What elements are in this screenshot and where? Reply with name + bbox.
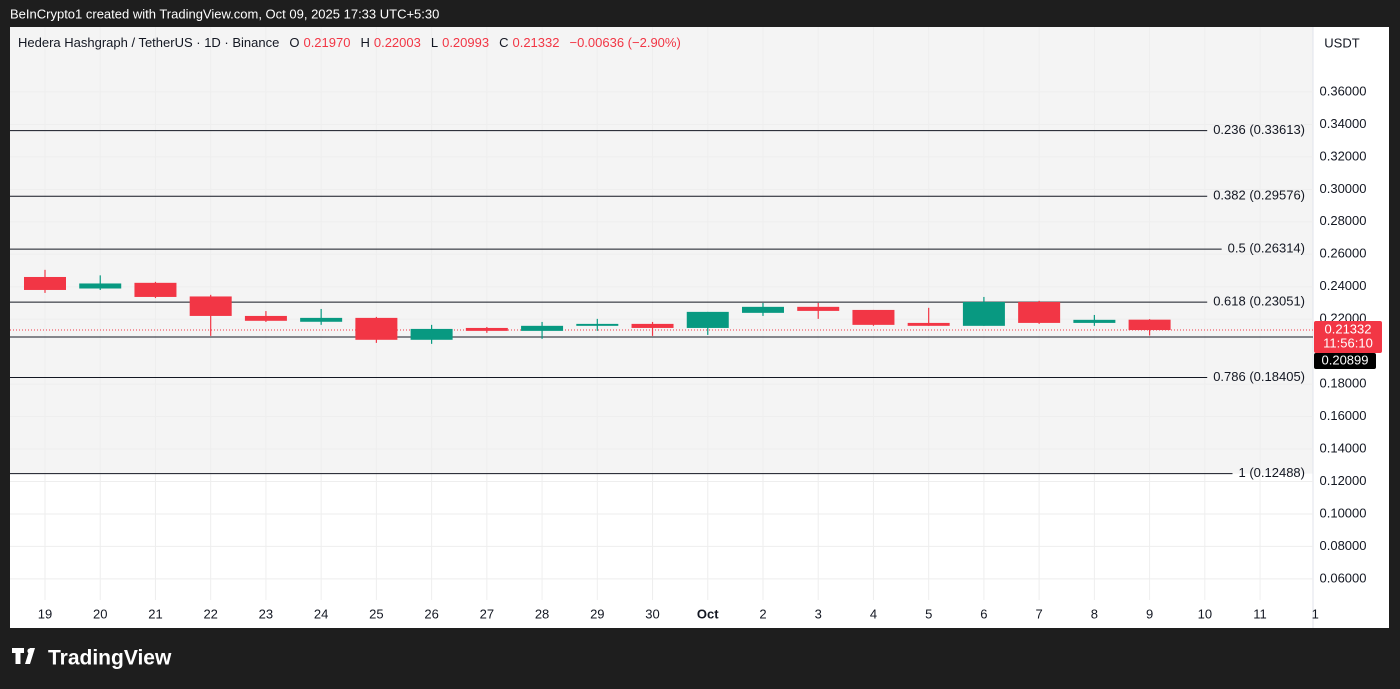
y-tick-label: 0.32000: [1320, 148, 1367, 163]
x-tick-label: 28: [535, 606, 549, 621]
countdown: 11:56:10: [1323, 335, 1373, 350]
x-tick-label: 7: [1036, 606, 1043, 621]
candle-body: [189, 296, 232, 316]
candle-body: [244, 315, 287, 321]
x-tick-label: 26: [424, 606, 438, 621]
legend-value: 0.20993: [442, 35, 490, 50]
y-tick-label: 0.18000: [1320, 376, 1367, 391]
x-tick-label: 25: [369, 606, 383, 621]
y-tick-label: 0.14000: [1320, 440, 1367, 455]
y-tick-label: 0.10000: [1320, 505, 1367, 520]
candle-body: [631, 323, 674, 328]
logo-text: TradingView: [48, 647, 172, 670]
x-tick-label: 10: [1198, 606, 1212, 621]
y-tick-label: 0.06000: [1320, 570, 1367, 585]
fib-label: 0.382 (0.29576): [1213, 188, 1305, 203]
y-tick-label: 0.30000: [1320, 181, 1367, 196]
x-tick-label: 30: [645, 606, 659, 621]
candle-body: [1073, 319, 1116, 323]
candle-body: [907, 322, 950, 326]
legend-value: 0.21332: [512, 35, 560, 50]
legend-key: H: [360, 35, 370, 50]
candle-body: [852, 309, 895, 325]
x-tick-label: 29: [590, 606, 604, 621]
header-text: BeInCrypto1 created with TradingView.com…: [10, 6, 439, 21]
legend-key: O: [289, 35, 300, 50]
candle-body: [962, 301, 1005, 326]
y-tick-label: 0.08000: [1320, 538, 1367, 553]
x-tick-label: 8: [1091, 606, 1098, 621]
candle-body: [686, 311, 729, 328]
candle-body: [134, 282, 177, 297]
x-tick-label: 11: [1253, 606, 1267, 621]
x-tick-label: 1: [1312, 606, 1319, 621]
y-tick-label: 0.12000: [1320, 473, 1367, 488]
y-tick-label: 0.16000: [1320, 408, 1367, 423]
x-tick-label: 20: [93, 606, 107, 621]
legend-value: 0.21970: [303, 35, 351, 50]
candle-body: [797, 306, 840, 311]
x-tick-label: 5: [925, 606, 932, 621]
candle-body: [79, 283, 122, 289]
candle-body: [521, 325, 564, 331]
candle-body: [741, 306, 784, 313]
currency: USDT: [1324, 35, 1359, 50]
legend-key: C: [499, 35, 509, 50]
candle-body: [300, 317, 343, 322]
legend-key: L: [430, 35, 439, 50]
fib-label: 0.786 (0.18405): [1213, 369, 1305, 384]
logo-icon: [12, 648, 35, 664]
x-tick-label: 2: [759, 606, 766, 621]
fib-label: 1 (0.12488): [1239, 465, 1306, 480]
candle-body: [1018, 301, 1061, 323]
candle-body: [24, 276, 66, 290]
x-tick-label: 4: [870, 606, 877, 621]
fib-shade: [10, 27, 1313, 474]
y-tick-label: 0.24000: [1320, 278, 1367, 293]
x-tick-label: Oct: [697, 606, 719, 621]
y-tick-label: 0.28000: [1320, 213, 1367, 228]
symbol: Hedera Hashgraph / TetherUS · 1D · Binan…: [18, 35, 280, 50]
x-tick-label: 22: [203, 606, 217, 621]
legend: Hedera Hashgraph / TetherUS · 1D · Binan…: [18, 35, 687, 50]
x-tick-label: 6: [980, 606, 987, 621]
candle-body: [465, 327, 508, 331]
fib-label: 0.236 (0.33613): [1213, 122, 1305, 137]
last-price-box: [1314, 321, 1382, 354]
legend-change: −0.00636 (−2.90%): [569, 35, 681, 50]
x-tick-label: 27: [480, 606, 494, 621]
x-tick-label: 24: [314, 606, 328, 621]
price-line-label: 0.20899: [1322, 352, 1369, 367]
candle-body: [355, 317, 398, 340]
x-tick-label: 3: [815, 606, 822, 621]
x-tick-label: 23: [259, 606, 273, 621]
x-tick-label: 9: [1146, 606, 1153, 621]
y-tick-label: 0.34000: [1320, 116, 1367, 131]
candle-body: [410, 328, 453, 340]
price-line-box: [1314, 353, 1376, 370]
y-tick-label: 0.36000: [1320, 83, 1367, 98]
legend-value: 0.22003: [373, 35, 421, 50]
fib-label: 0.5 (0.26314): [1228, 241, 1305, 256]
x-tick-label: 21: [148, 606, 162, 621]
y-tick-label: 0.26000: [1320, 246, 1367, 261]
last-price-label: 0.21332: [1325, 321, 1372, 336]
candle-body: [1128, 319, 1171, 331]
candle-body: [576, 323, 619, 326]
x-tick-label: 19: [38, 606, 52, 621]
fib-label: 0.618 (0.23051): [1213, 294, 1305, 309]
